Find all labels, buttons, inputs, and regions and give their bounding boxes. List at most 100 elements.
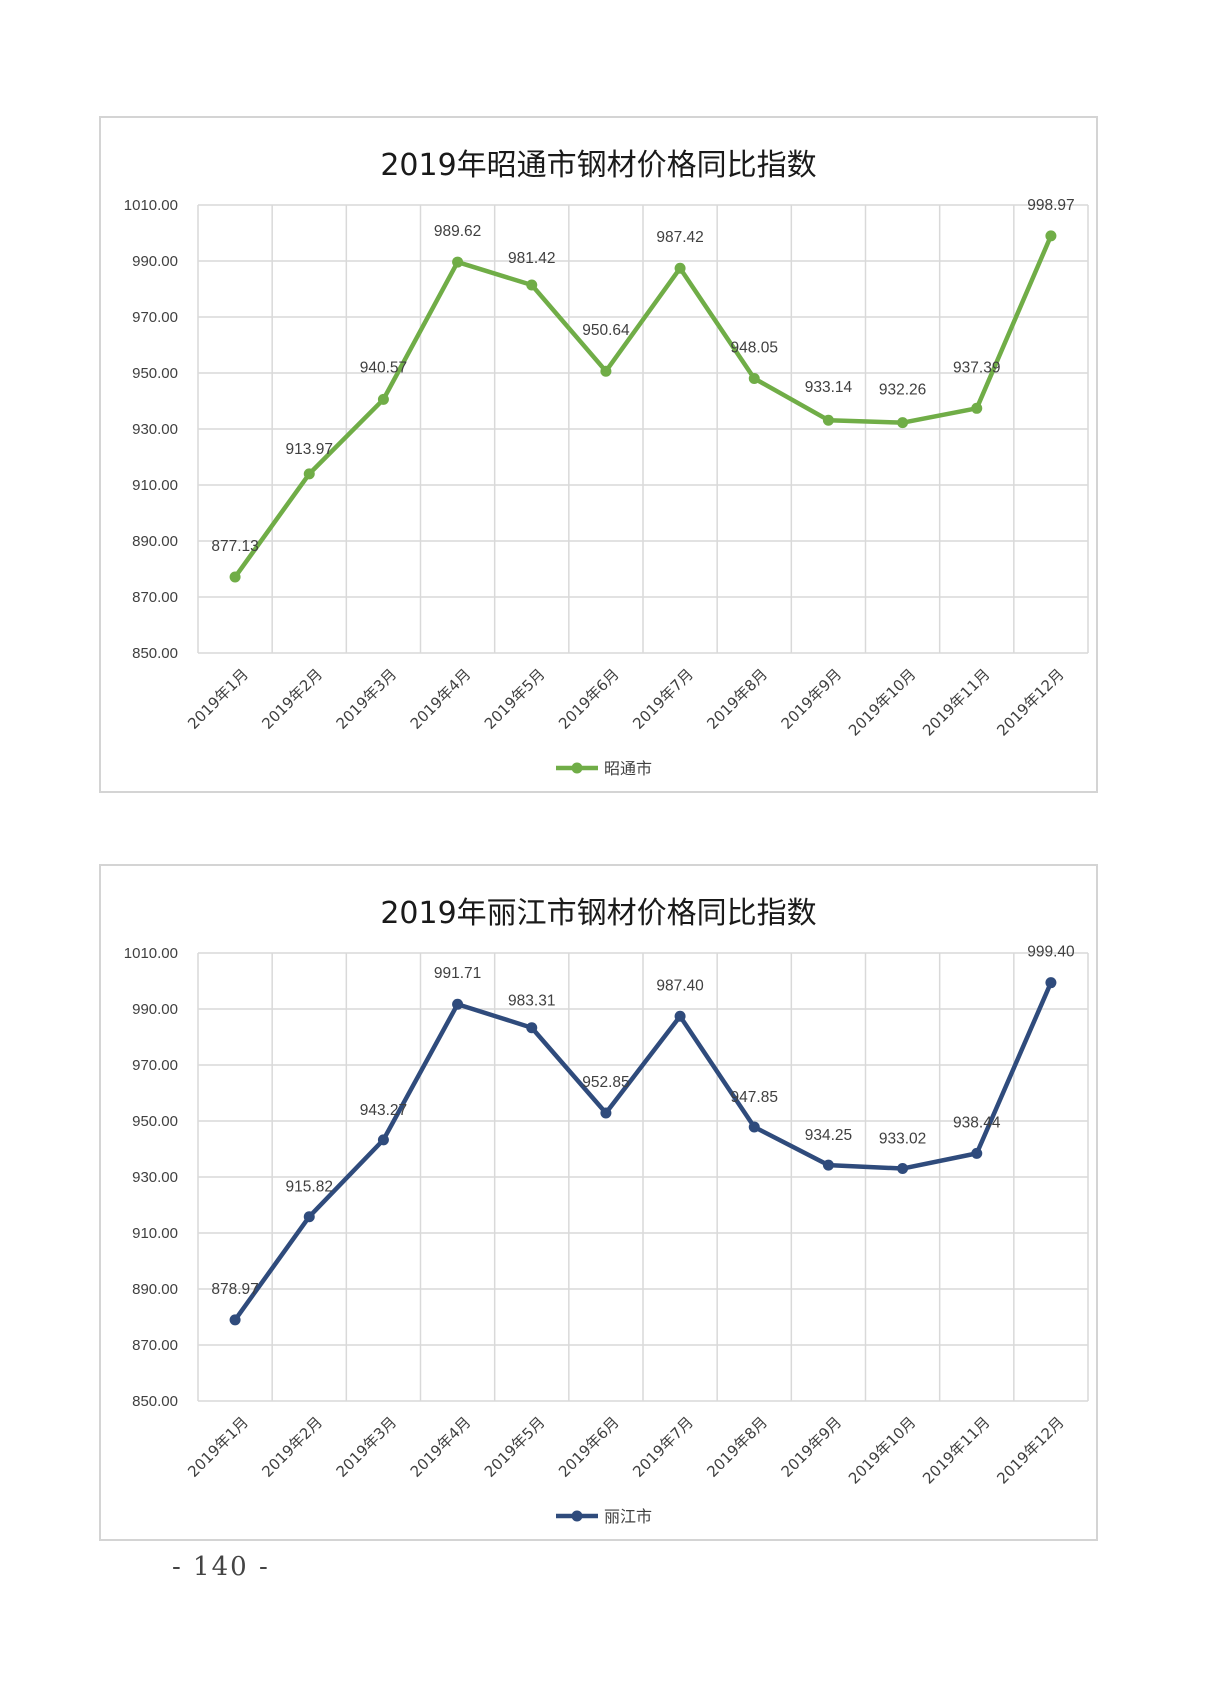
- legend-marker: [571, 1510, 583, 1522]
- data-label: 938.44: [953, 1114, 1001, 1131]
- y-tick-label: 910.00: [132, 1225, 178, 1242]
- x-tick-label: 2019年11月: [919, 1413, 993, 1487]
- chart-title: 2019年昭通市钢材价格同比指数: [380, 148, 817, 183]
- x-tick-label: 2019年2月: [258, 665, 326, 733]
- y-tick-label: 890.00: [132, 533, 178, 550]
- y-tick-label: 930.00: [132, 1169, 178, 1186]
- x-tick-label: 2019年3月: [333, 665, 401, 733]
- data-point: [229, 1314, 241, 1326]
- data-label: 878.97: [211, 1281, 258, 1298]
- y-tick-label: 970.00: [132, 309, 178, 326]
- page-number: - 140 -: [172, 1552, 270, 1582]
- data-point: [452, 998, 464, 1010]
- data-label: 937.39: [953, 359, 1000, 376]
- data-label: 981.42: [508, 250, 555, 267]
- y-tick-label: 970.00: [132, 1057, 178, 1074]
- data-label: 915.82: [286, 1179, 333, 1196]
- data-label: 950.64: [582, 322, 630, 339]
- data-label: 989.62: [434, 223, 481, 240]
- data-point: [748, 372, 760, 384]
- data-point: [897, 1163, 909, 1175]
- x-tick-label: 2019年1月: [184, 665, 252, 733]
- chart-title: 2019年丽江市钢材价格同比指数: [380, 896, 817, 931]
- data-point: [1045, 230, 1057, 242]
- data-label: 933.02: [879, 1131, 926, 1148]
- data-point: [748, 1121, 760, 1133]
- y-tick-label: 990.00: [132, 253, 178, 270]
- legend-label: 丽江市: [604, 1507, 652, 1526]
- x-tick-label: 2019年3月: [333, 1413, 401, 1481]
- y-tick-label: 910.00: [132, 477, 178, 494]
- data-label: 934.25: [805, 1127, 852, 1144]
- legend-marker: [571, 762, 583, 774]
- y-tick-label: 930.00: [132, 421, 178, 438]
- x-tick-label: 2019年4月: [407, 1413, 475, 1481]
- x-tick-label: 2019年8月: [703, 1413, 771, 1481]
- x-tick-label: 2019年8月: [703, 665, 771, 733]
- data-point: [377, 1134, 389, 1146]
- x-tick-label: 2019年2月: [258, 1413, 326, 1481]
- x-tick-label: 2019年7月: [629, 1413, 697, 1481]
- data-label: 948.05: [731, 339, 778, 356]
- chart-svg: 850.00 870.00 890.00 910.00 930.00 950.00 970.…: [124, 944, 1089, 1526]
- data-point: [674, 262, 686, 274]
- data-label: 932.26: [879, 382, 926, 399]
- data-label: 877.13: [211, 538, 258, 555]
- data-label: 947.85: [731, 1089, 778, 1106]
- y-tick-label: 850.00: [132, 645, 178, 662]
- data-point: [526, 1022, 538, 1034]
- data-label: 933.14: [805, 379, 853, 396]
- y-tick-label: 870.00: [132, 589, 178, 606]
- data-point: [303, 468, 315, 480]
- y-tick-label: 950.00: [132, 1113, 178, 1130]
- x-tick-label: 2019年4月: [407, 665, 475, 733]
- data-label: 991.71: [434, 965, 481, 982]
- data-point: [526, 279, 538, 291]
- y-tick-label: 870.00: [132, 1337, 178, 1354]
- data-label: 913.97: [286, 441, 333, 458]
- data-label: 983.31: [508, 993, 555, 1010]
- x-tick-label: 2019年6月: [555, 665, 623, 733]
- data-label: 987.40: [656, 977, 704, 994]
- y-tick-label: 950.00: [132, 365, 178, 382]
- data-label: 943.27: [360, 1102, 407, 1119]
- y-tick-label: 850.00: [132, 1393, 178, 1410]
- data-point: [822, 1159, 834, 1171]
- series-line: [232, 233, 1054, 580]
- legend-label: 昭通市: [604, 759, 652, 778]
- y-tick-label: 1010.00: [124, 945, 178, 962]
- data-point: [1045, 977, 1057, 989]
- chart-svg: 850.00 870.00 890.00 910.00 930.00 950.00 970.…: [124, 197, 1089, 778]
- data-point: [971, 402, 983, 414]
- x-tick-label: 2019年10月: [845, 1413, 919, 1487]
- x-tick-label: 2019年6月: [555, 1413, 623, 1481]
- data-label: 998.97: [1027, 197, 1074, 214]
- data-point: [971, 1147, 983, 1159]
- chart-lijiang: 2019年丽江市钢材价格同比指数 850.00 870.00 890.00 910.0…: [99, 864, 1098, 1541]
- x-tick-label: 2019年7月: [629, 665, 697, 733]
- y-tick-label: 990.00: [132, 1001, 178, 1018]
- x-tick-label: 2019年12月: [993, 665, 1067, 739]
- data-label: 999.40: [1027, 944, 1075, 961]
- x-tick-label: 2019年10月: [845, 665, 919, 739]
- data-point: [674, 1010, 686, 1022]
- data-label: 940.57: [360, 359, 407, 376]
- x-tick-label: 2019年5月: [481, 665, 549, 733]
- x-tick-label: 2019年9月: [778, 1413, 846, 1481]
- x-tick-label: 2019年9月: [778, 665, 846, 733]
- data-label: 952.85: [582, 1074, 629, 1091]
- data-point: [229, 571, 241, 583]
- data-point: [822, 414, 834, 426]
- data-point: [897, 417, 909, 429]
- x-tick-label: 2019年12月: [993, 1413, 1067, 1487]
- data-point: [452, 256, 464, 268]
- x-tick-label: 2019年11月: [919, 665, 993, 739]
- y-tick-label: 890.00: [132, 1281, 178, 1298]
- data-point: [303, 1211, 315, 1223]
- series-line: [232, 980, 1054, 1323]
- x-tick-label: 2019年1月: [184, 1413, 252, 1481]
- chart-zhaotong: 2019年昭通市钢材价格同比指数 850.00 870.00 890.00 910.0…: [99, 116, 1098, 793]
- data-point: [600, 1107, 612, 1119]
- data-point: [600, 365, 612, 377]
- y-tick-label: 1010.00: [124, 197, 178, 214]
